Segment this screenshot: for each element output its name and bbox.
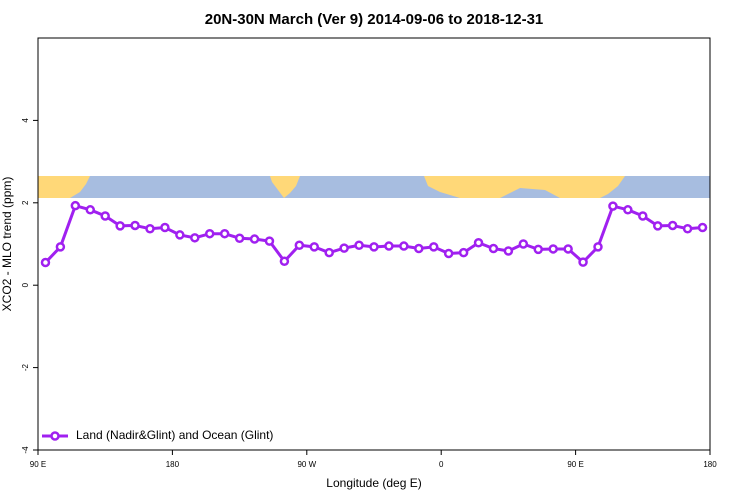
point — [593, 242, 603, 252]
point — [623, 205, 633, 215]
point — [667, 220, 678, 231]
chart-title: 20N-30N March (Ver 9) 2014-09-06 to 2018… — [205, 11, 544, 28]
point — [204, 228, 215, 239]
point — [428, 242, 439, 252]
legend-label: Land (Nadir&Glint) and Ocean (Glint) — [76, 428, 273, 442]
point — [548, 244, 558, 254]
point — [473, 238, 484, 248]
x-tick-label: 90 E — [567, 460, 583, 469]
point — [608, 201, 618, 211]
point — [384, 241, 394, 251]
x-tick-label: 180 — [703, 460, 717, 469]
point — [279, 256, 290, 267]
point — [339, 243, 349, 253]
point — [145, 224, 155, 234]
point — [160, 222, 170, 233]
y-tick-label: 4 — [21, 118, 30, 123]
point — [369, 242, 379, 252]
point — [488, 243, 499, 254]
point — [697, 222, 708, 233]
x-tick-label: 90 W — [297, 460, 316, 469]
point — [563, 244, 573, 254]
point — [458, 247, 469, 258]
point — [443, 248, 454, 259]
y-tick-label: -4 — [21, 446, 30, 454]
point — [55, 242, 66, 252]
point — [638, 211, 648, 221]
point — [354, 240, 364, 250]
point — [264, 236, 275, 246]
point — [414, 243, 424, 254]
point — [40, 257, 51, 268]
x-axis-label: Longitude (deg E) — [326, 476, 421, 490]
point — [399, 241, 409, 251]
point — [503, 246, 514, 256]
x-tick-label: 90 E — [30, 460, 46, 469]
y-tick-label: 2 — [21, 200, 30, 205]
point — [190, 233, 200, 243]
point — [518, 239, 529, 249]
y-tick-label: -2 — [21, 363, 30, 371]
point — [130, 220, 140, 231]
point — [100, 211, 110, 221]
x-tick-label: 180 — [166, 460, 180, 469]
point — [70, 200, 81, 211]
x-tick-label: 0 — [439, 460, 444, 469]
point — [85, 205, 96, 215]
point — [533, 244, 544, 255]
point — [652, 221, 663, 231]
point — [175, 230, 185, 240]
point — [324, 247, 334, 258]
point — [682, 224, 693, 234]
series-line — [44, 203, 703, 265]
point — [219, 228, 230, 239]
point — [578, 257, 588, 267]
point — [249, 234, 260, 244]
map-strip — [38, 176, 710, 198]
legend-marker — [50, 431, 60, 441]
point — [115, 221, 125, 231]
y-axis-label: XCO2 - MLO trend (ppm) — [0, 177, 14, 312]
point — [294, 240, 305, 250]
point — [309, 242, 320, 252]
y-tick-label: 0 — [21, 282, 30, 287]
point — [234, 233, 245, 243]
plot-frame — [37, 37, 711, 451]
